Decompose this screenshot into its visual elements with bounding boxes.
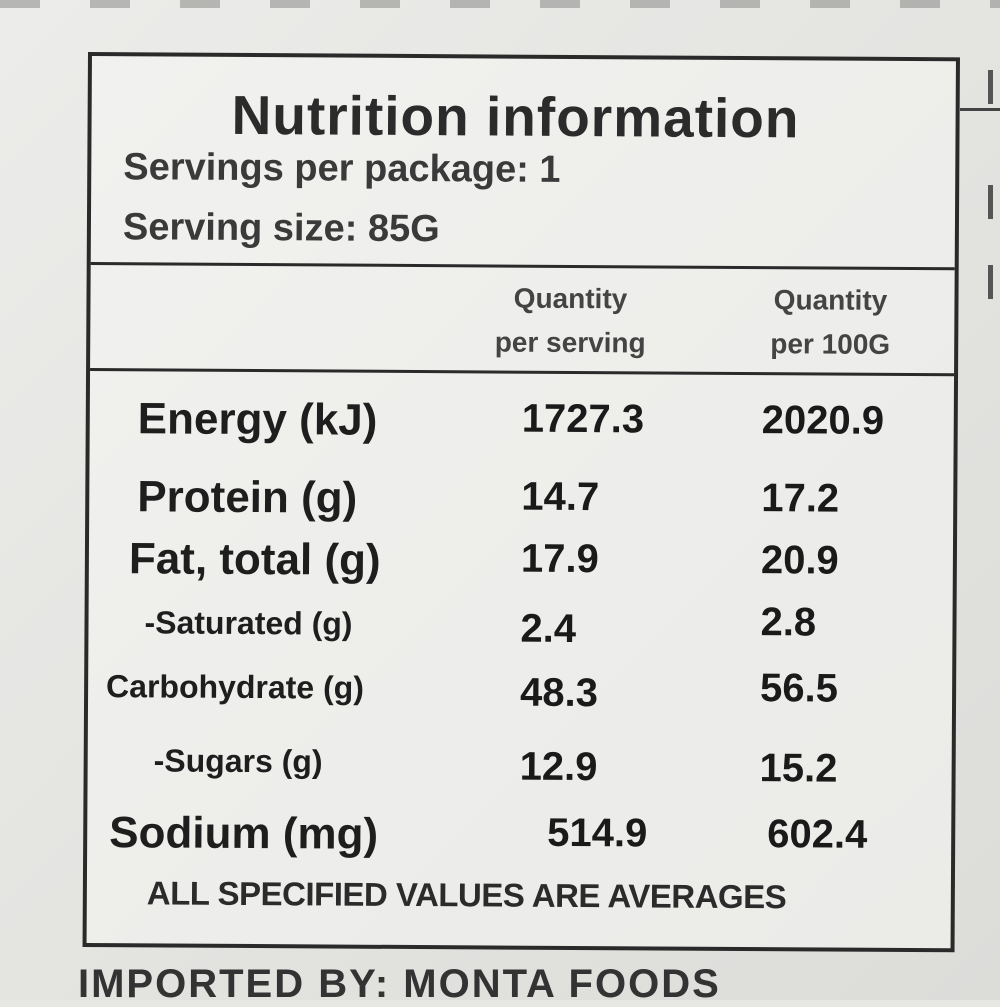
nutrient-row-sugars: -Sugars (g) 12.9 15.2 (87, 742, 951, 807)
value-per-serving: 17.9 (520, 536, 599, 582)
nutrient-label: Sodium (mg) (109, 808, 379, 859)
nutrition-panel: Nutrition information Servings per packa… (82, 52, 960, 953)
column-header-per-100g: Quantity per 100G (730, 278, 931, 367)
fragment-rule (960, 108, 1000, 111)
value-per-100g: 56.5 (759, 666, 839, 711)
value-per-100g: 2020.9 (761, 398, 885, 443)
column-header-line2: per serving (494, 326, 646, 359)
servings-per-package: Servings per package: 1 (123, 146, 561, 191)
value-per-serving: 48.3 (519, 670, 599, 716)
nutrient-label: -Saturated (g) (144, 604, 353, 642)
averages-note: ALL SPECIFIED VALUES ARE AVERAGES (146, 874, 787, 916)
column-header-line1: Quantity (513, 282, 628, 315)
nutrition-header: Nutrition information Servings per packa… (90, 56, 956, 271)
value-per-serving: 12.9 (519, 744, 598, 790)
column-header-per-serving: Quantity per serving (470, 276, 671, 365)
nutrient-label: Energy (kJ) (137, 394, 378, 445)
column-header-line1: Quantity (773, 284, 888, 316)
nutrient-row-energy: Energy (kJ) 1727.3 2020.9 (90, 394, 954, 459)
nutrient-label: Protein (g) (137, 472, 358, 523)
nutrient-row-saturated: -Saturated (g) 2.4 2.8 (88, 600, 952, 669)
nutrient-label: Fat, total (g) (128, 534, 381, 585)
value-per-100g: 602.4 (767, 812, 868, 857)
value-per-serving: 14.7 (521, 474, 600, 520)
value-per-serving: 1727.3 (521, 396, 645, 442)
nutrient-label: -Sugars (g) (153, 742, 323, 780)
nutrition-title: Nutrition information (231, 83, 800, 150)
nutrient-row-fat-total: Fat, total (g) 17.9 20.9 (89, 534, 953, 599)
column-header-row: Quantity per serving Quantity per 100G (90, 262, 955, 377)
nutrient-row-sodium: Sodium (mg) 514.9 602.4 (87, 808, 951, 873)
top-print-edge (0, 0, 1000, 8)
adjacent-label-fragment (960, 60, 1000, 460)
column-header-line2: per 100G (770, 328, 891, 360)
value-per-100g: 17.2 (761, 476, 840, 521)
serving-size: Serving size: 85G (122, 206, 440, 251)
value-per-100g: 20.9 (760, 538, 839, 583)
nutrient-label: Carbohydrate (g) (106, 668, 365, 706)
fragment-mark (988, 70, 1000, 104)
value-per-serving: 2.4 (520, 606, 577, 651)
importer-text: IMPORTED BY: MONTA FOODS (78, 962, 721, 1006)
value-per-serving: 514.9 (547, 810, 648, 856)
nutrient-row-carbohydrate: Carbohydrate (g) 48.3 56.5 (88, 666, 952, 733)
fragment-mark (988, 265, 1000, 299)
value-per-100g: 15.2 (759, 746, 838, 791)
nutrient-row-protein: Protein (g) 14.7 17.2 (89, 472, 953, 537)
fragment-mark (988, 185, 1000, 219)
value-per-100g: 2.8 (760, 600, 817, 645)
